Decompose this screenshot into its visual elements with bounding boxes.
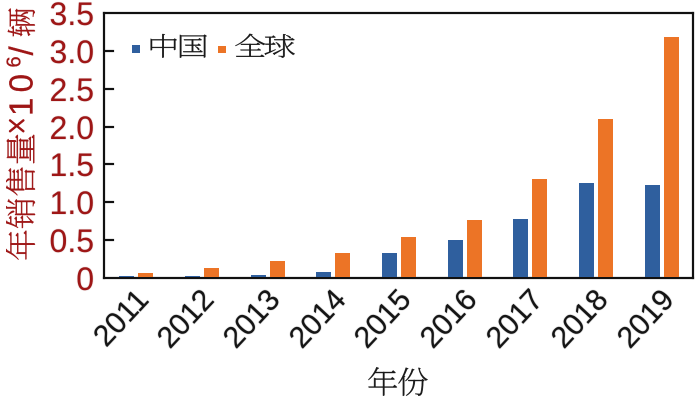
svg-text:/: / xyxy=(6,46,40,56)
svg-text:6: 6 xyxy=(6,57,26,68)
svg-text:10: 10 xyxy=(6,69,40,116)
